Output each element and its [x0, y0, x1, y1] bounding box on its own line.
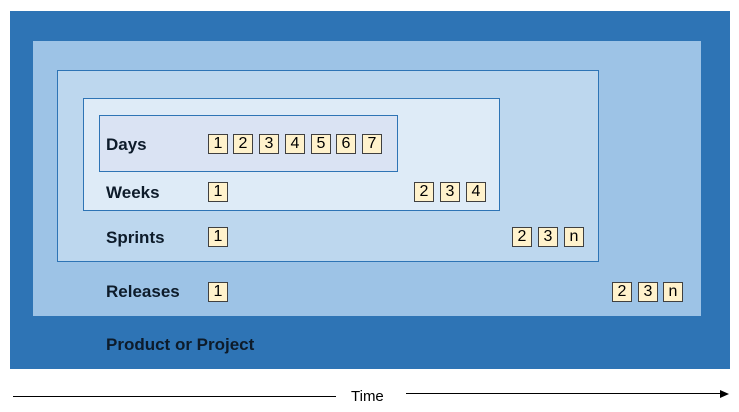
day-cell: 2 [233, 134, 253, 154]
time-arrow-icon [720, 390, 729, 398]
sprint-cell: 1 [208, 227, 228, 247]
sprint-cell: n [564, 227, 584, 247]
day-cell: 7 [362, 134, 382, 154]
day-cell: 4 [285, 134, 305, 154]
time-axis-line-right [406, 393, 721, 394]
day-cell: 3 [259, 134, 279, 154]
weeks-label: Weeks [106, 183, 160, 202]
week-cell: 4 [466, 182, 486, 202]
sprint-cell: 2 [512, 227, 532, 247]
release-cell: 3 [638, 282, 658, 302]
day-cell: 5 [311, 134, 331, 154]
week-cell: 2 [414, 182, 434, 202]
release-cell: n [663, 282, 683, 302]
time-label: Time [351, 388, 384, 405]
releases-label: Releases [106, 282, 180, 301]
day-cell: 6 [336, 134, 356, 154]
day-cell: 1 [208, 134, 228, 154]
week-cell: 3 [440, 182, 460, 202]
release-cell: 2 [612, 282, 632, 302]
days-label: Days [106, 135, 147, 154]
release-cell: 1 [208, 282, 228, 302]
sprint-cell: 3 [538, 227, 558, 247]
week-cell: 1 [208, 182, 228, 202]
sprints-label: Sprints [106, 228, 165, 247]
product-label: Product or Project [106, 335, 255, 354]
time-axis-line-left [13, 396, 336, 397]
